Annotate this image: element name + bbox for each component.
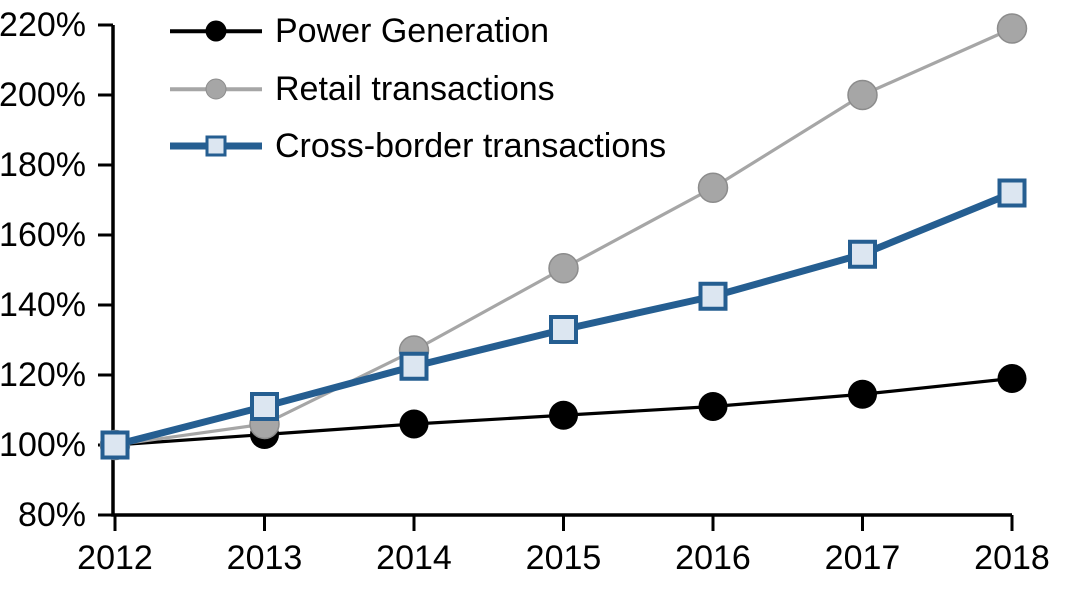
legend-label-retail-transactions: Retail transactions <box>275 70 555 108</box>
svg-text:100%: 100% <box>0 426 86 464</box>
legend-item-cross-border-transactions: Cross-border transactions <box>170 127 666 165</box>
legend-item-power-generation: Power Generation <box>170 12 549 50</box>
svg-text:200%: 200% <box>0 76 86 114</box>
svg-text:160%: 160% <box>0 216 86 254</box>
svg-text:2018: 2018 <box>974 539 1050 577</box>
svg-text:80%: 80% <box>18 496 86 534</box>
legend-label-power-generation: Power Generation <box>275 12 550 50</box>
svg-text:2012: 2012 <box>77 539 153 577</box>
svg-text:2016: 2016 <box>675 539 751 577</box>
circle-marker-icon <box>205 20 227 42</box>
svg-text:2014: 2014 <box>376 539 452 577</box>
legend-label-cross-border-transactions: Cross-border transactions <box>275 127 667 165</box>
circle-marker-icon <box>205 78 227 100</box>
legend-item-retail-transactions: Retail transactions <box>170 70 555 108</box>
svg-text:2017: 2017 <box>825 539 901 577</box>
legend-sample-power-generation <box>170 12 262 50</box>
legend-sample-retail-transactions <box>170 70 262 108</box>
square-marker-icon <box>205 135 227 157</box>
svg-text:2015: 2015 <box>526 539 602 577</box>
svg-text:120%: 120% <box>0 356 86 394</box>
svg-text:2013: 2013 <box>227 539 303 577</box>
svg-text:180%: 180% <box>0 146 86 184</box>
svg-text:140%: 140% <box>0 286 86 324</box>
legend-sample-cross-border-transactions <box>170 127 262 165</box>
svg-text:220%: 220% <box>0 6 86 44</box>
